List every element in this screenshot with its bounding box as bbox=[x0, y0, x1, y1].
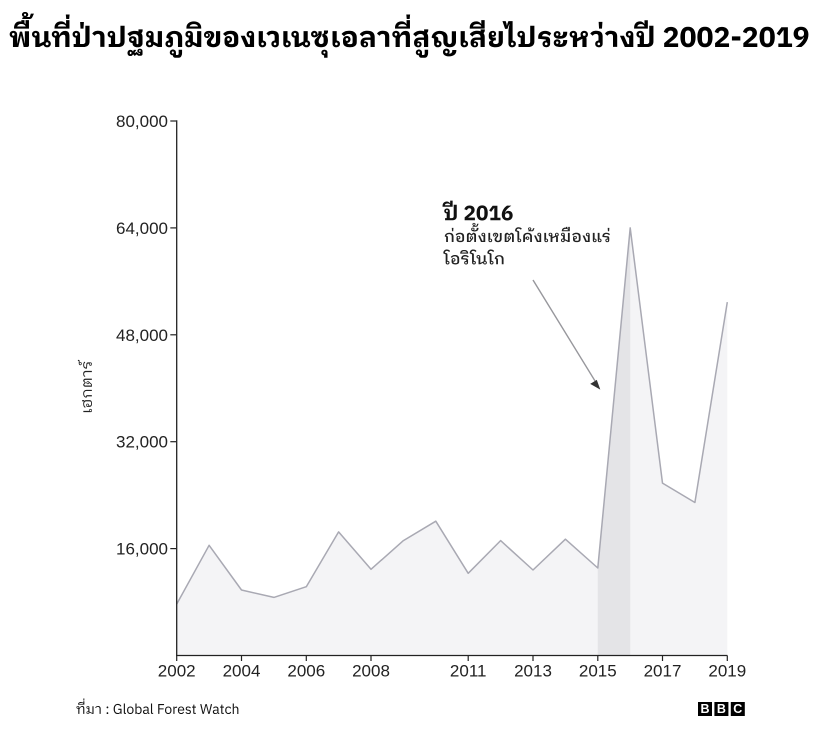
svg-text:32,000: 32,000 bbox=[116, 433, 168, 452]
svg-text:2017: 2017 bbox=[644, 662, 682, 681]
svg-text:2015: 2015 bbox=[579, 662, 617, 681]
svg-text:2019: 2019 bbox=[708, 662, 746, 681]
svg-text:80,000: 80,000 bbox=[116, 112, 168, 131]
svg-text:C: C bbox=[733, 702, 742, 716]
svg-text:2002: 2002 bbox=[158, 662, 196, 681]
svg-text:64,000: 64,000 bbox=[116, 219, 168, 238]
svg-text:48,000: 48,000 bbox=[116, 326, 168, 345]
svg-text:2013: 2013 bbox=[514, 662, 552, 681]
svg-text:2011: 2011 bbox=[450, 662, 487, 681]
svg-text:B: B bbox=[700, 702, 709, 716]
svg-text:2006: 2006 bbox=[287, 662, 325, 681]
svg-text:16,000: 16,000 bbox=[116, 540, 168, 559]
svg-text:2004: 2004 bbox=[223, 662, 261, 681]
svg-text:B: B bbox=[717, 702, 726, 716]
svg-text:2008: 2008 bbox=[352, 662, 390, 681]
